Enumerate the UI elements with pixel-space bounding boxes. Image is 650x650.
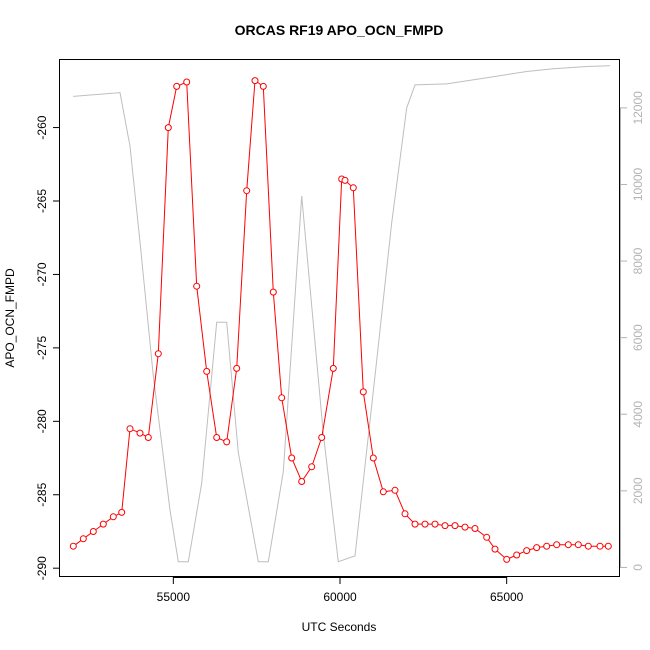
data-point (213, 434, 221, 441)
data-point (391, 486, 399, 494)
data-point (421, 520, 429, 528)
data-point (233, 364, 241, 372)
data-point (451, 522, 459, 530)
data-point (144, 434, 152, 441)
data-point (183, 78, 191, 86)
y-axis: -290 -285 -280 -275 -270 -265 -260 (35, 115, 60, 580)
x-tick-label: 55000 (157, 590, 191, 604)
y2-tick-label: 6000 (631, 324, 645, 351)
data-point (269, 288, 277, 296)
chart-title: ORCAS RF19 APO_OCN_FMPD (235, 22, 444, 38)
secondary-series-line (73, 65, 611, 563)
data-point (298, 478, 306, 485)
primary-series-line (73, 79, 609, 560)
data-point (604, 542, 612, 550)
data-point (89, 528, 97, 535)
series-primary (69, 77, 612, 563)
data-point (318, 434, 326, 441)
data-point (411, 520, 419, 528)
data-point (483, 533, 491, 541)
data-point (431, 520, 439, 528)
data-point (491, 545, 499, 553)
data-point (441, 522, 449, 530)
y2-tick-label: 4000 (631, 401, 645, 428)
data-point (203, 367, 211, 375)
y-tick-label: -285 (35, 482, 49, 506)
data-point (574, 541, 582, 549)
data-point (79, 535, 87, 543)
x-tick-label: 65000 (490, 590, 524, 604)
series-secondary (73, 65, 611, 563)
x-axis-label: UTC Seconds (302, 620, 377, 634)
data-point (596, 542, 604, 550)
x-axis: 55000 60000 65000 (157, 577, 524, 604)
data-point (359, 388, 367, 396)
data-point (543, 542, 551, 550)
data-point (193, 282, 201, 290)
data-point (259, 82, 267, 90)
x-tick-label: 60000 (323, 590, 357, 604)
data-point (329, 364, 337, 372)
y2-tick-label: 8000 (631, 247, 645, 274)
y-tick-label: -270 (35, 262, 49, 286)
y2-axis: 0 2000 4000 6000 8000 10000 12000 (620, 91, 645, 571)
y-tick-label: -260 (35, 115, 49, 139)
data-point (471, 525, 479, 532)
y-tick-label: -265 (35, 189, 49, 213)
y-tick-label: -280 (35, 409, 49, 433)
data-point (523, 547, 531, 555)
plot-area-frame (59, 59, 620, 577)
data-point (173, 82, 181, 90)
data-point (126, 425, 134, 433)
data-point (503, 555, 511, 563)
data-point (553, 541, 561, 549)
data-point (99, 520, 107, 528)
data-point (136, 429, 144, 437)
data-point (564, 541, 572, 549)
y-tick-label: -290 (35, 556, 49, 580)
data-point (243, 187, 251, 195)
y2-tick-label: 12000 (631, 91, 645, 125)
data-point (288, 454, 296, 462)
data-point (69, 542, 77, 550)
y-axis-label: APO_OCN_FMPD (3, 268, 17, 368)
data-point (223, 438, 231, 446)
data-point (584, 542, 592, 550)
y2-tick-label: 2000 (631, 477, 645, 504)
y-tick-label: -275 (35, 336, 49, 360)
data-point (154, 350, 162, 358)
data-point (341, 176, 349, 184)
data-point (349, 184, 357, 192)
data-point (401, 510, 409, 518)
data-point (369, 454, 377, 462)
data-point (118, 508, 126, 516)
data-point (278, 394, 286, 402)
data-point (513, 551, 521, 559)
data-point (461, 523, 469, 531)
data-point (533, 544, 541, 552)
data-point (109, 513, 117, 521)
data-point (251, 77, 259, 85)
data-point (379, 488, 387, 496)
data-point (308, 463, 316, 471)
y2-tick-label: 0 (631, 564, 645, 571)
data-point (164, 124, 172, 132)
y2-tick-label: 10000 (631, 167, 645, 201)
